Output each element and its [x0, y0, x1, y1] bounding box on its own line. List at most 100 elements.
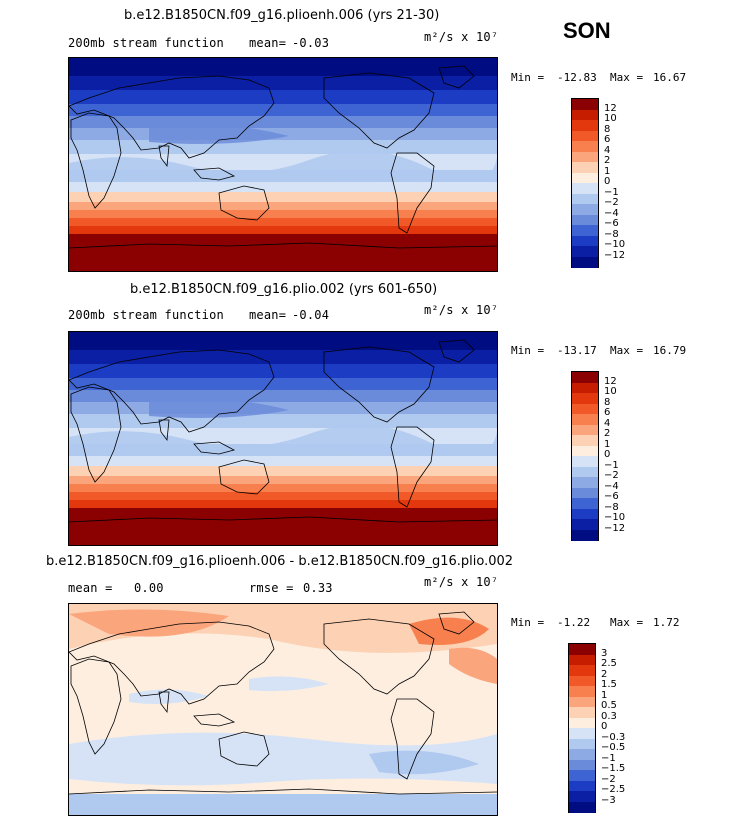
colorbar-swatch	[569, 675, 595, 687]
colorbar-swatch	[572, 130, 598, 142]
panel3-rmse-label: rmse =	[249, 581, 294, 595]
panel1-min-value: -12.83	[557, 71, 597, 84]
colorbar-swatch	[569, 717, 595, 729]
colorbar-tick-label: 0	[604, 449, 611, 460]
panel3-rmse-value: 0.33	[303, 581, 333, 595]
colorbar-swatch	[569, 707, 595, 718]
panel3-title: b.e12.B1850CN.f09_g16.plioenh.006 - b.e1…	[46, 554, 514, 569]
panel1-colorbar-ticks: 12 10 8 6 4 2 1 0 −1 −2 −4 −6 −8 −10 −12	[604, 98, 644, 266]
colorbar-swatch	[572, 435, 598, 446]
colorbar-tick-label: −2	[604, 470, 619, 481]
colorbar-tick-label: −0.3	[601, 731, 626, 743]
colorbar-swatch	[572, 256, 598, 268]
colorbar-tick-label: −1	[601, 752, 616, 764]
colorbar-tick-label: 1	[604, 165, 611, 177]
colorbar-tick-label: −8	[604, 228, 619, 240]
panel1-mean-value: -0.03	[292, 36, 330, 50]
colorbar-tick-label: 0.5	[601, 700, 617, 711]
colorbar-swatch	[572, 246, 598, 257]
panel3-mean-value: 0.00	[134, 581, 164, 595]
colorbar-swatch	[572, 372, 598, 383]
colorbar-tick-label: −3	[601, 794, 616, 806]
colorbar-tick-label: 0	[601, 721, 608, 732]
panel3-min-label: Min =	[511, 616, 545, 629]
colorbar-tick-label: 2	[604, 428, 611, 439]
panel2-min-label: Min =	[511, 344, 545, 357]
panel3-min-value: -1.22	[557, 616, 591, 629]
colorbar-tick-label: −1	[604, 459, 619, 471]
colorbar-swatch	[572, 498, 598, 509]
panel1-map	[68, 57, 498, 272]
colorbar-tick-label: 6	[604, 134, 611, 145]
colorbar-tick-label: 8	[604, 123, 611, 135]
colorbar-swatch	[569, 728, 595, 739]
colorbar-swatch	[569, 801, 595, 813]
colorbar-swatch	[569, 738, 595, 750]
colorbar-tick-label: 0	[604, 176, 611, 187]
panel2-title: b.e12.B1850CN.f09_g16.plio.002 (yrs 601-…	[130, 282, 438, 297]
colorbar-tick-label: −2.5	[601, 784, 626, 795]
colorbar-swatch	[572, 382, 598, 394]
colorbar-swatch	[572, 456, 598, 467]
colorbar-tick-label: 12	[604, 102, 617, 114]
colorbar-tick-label: 1	[604, 438, 611, 450]
colorbar-swatch	[572, 235, 598, 247]
panel1-colorbar	[571, 98, 599, 268]
colorbar-tick-label: 2	[601, 668, 608, 680]
colorbar-tick-label: 0.3	[601, 710, 617, 722]
panel3-mean-label: mean =	[68, 581, 113, 595]
colorbar-swatch	[569, 780, 595, 792]
colorbar-tick-label: −4	[604, 480, 619, 492]
colorbar-swatch	[572, 151, 598, 163]
colorbar-tick-label: 10	[604, 386, 617, 397]
colorbar-tick-label: −2	[604, 197, 619, 208]
season-label: SON	[563, 18, 611, 43]
colorbar-swatch	[572, 529, 598, 541]
panel2-mean-label: mean=	[249, 308, 287, 322]
panel1-mean-label: mean=	[249, 36, 287, 50]
colorbar-swatch	[572, 162, 598, 173]
colorbar-swatch	[572, 204, 598, 215]
panel2-max-value: 16.79	[653, 344, 687, 357]
colorbar-swatch	[569, 791, 595, 802]
colorbar-swatch	[572, 172, 598, 184]
colorbar-swatch	[572, 141, 598, 152]
colorbar-swatch	[569, 665, 595, 676]
panel1-min-label: Min =	[511, 71, 545, 84]
panel1-field-label: 200mb stream function	[68, 36, 224, 50]
panel1-title: b.e12.B1850CN.f09_g16.plioenh.006 (yrs 2…	[124, 8, 440, 23]
colorbar-swatch	[572, 99, 598, 110]
panel3-colorbar-ticks: 3 2.5 2 1.5 1 0.5 0.3 0 −0.3 −0.5 −1 −1.5 −2 −2.5 −3	[601, 643, 641, 811]
colorbar-tick-label: 1	[601, 689, 608, 701]
colorbar-swatch	[572, 414, 598, 425]
panel2-mean-value: -0.04	[292, 308, 330, 322]
panel1-units: m²/s x 10⁷	[424, 30, 499, 44]
panel2-map	[68, 331, 498, 546]
panel2-min-value: -13.17	[557, 344, 597, 357]
colorbar-tick-label: −12	[604, 249, 626, 261]
panel1-max-value: 16.67	[653, 71, 687, 84]
colorbar-tick-label: −1.5	[601, 763, 626, 774]
colorbar-tick-label: 8	[604, 396, 611, 408]
colorbar-swatch	[569, 749, 595, 760]
colorbar-tick-label: 2	[604, 155, 611, 166]
colorbar-swatch	[572, 445, 598, 457]
colorbar-swatch	[572, 477, 598, 488]
panel2-colorbar-ticks: 12 10 8 6 4 2 1 0 −1 −2 −4 −6 −8 −10 −12	[604, 371, 644, 539]
colorbar-tick-label: −2	[601, 773, 616, 785]
colorbar-swatch	[572, 393, 598, 404]
colorbar-tick-label: −12	[604, 522, 626, 534]
colorbar-tick-label: −8	[604, 501, 619, 513]
panel2-field-label: 200mb stream function	[68, 308, 224, 322]
colorbar-swatch	[572, 225, 598, 236]
panel3-max-label: Max =	[610, 616, 644, 629]
colorbar-swatch	[572, 508, 598, 520]
colorbar-swatch	[572, 193, 598, 205]
colorbar-tick-label: 10	[604, 113, 617, 124]
colorbar-tick-label: 3	[601, 647, 608, 659]
colorbar-tick-label: −10	[604, 239, 626, 250]
colorbar-swatch	[569, 644, 595, 655]
colorbar-swatch	[569, 686, 595, 697]
colorbar-swatch	[572, 519, 598, 530]
colorbar-swatch	[572, 424, 598, 436]
